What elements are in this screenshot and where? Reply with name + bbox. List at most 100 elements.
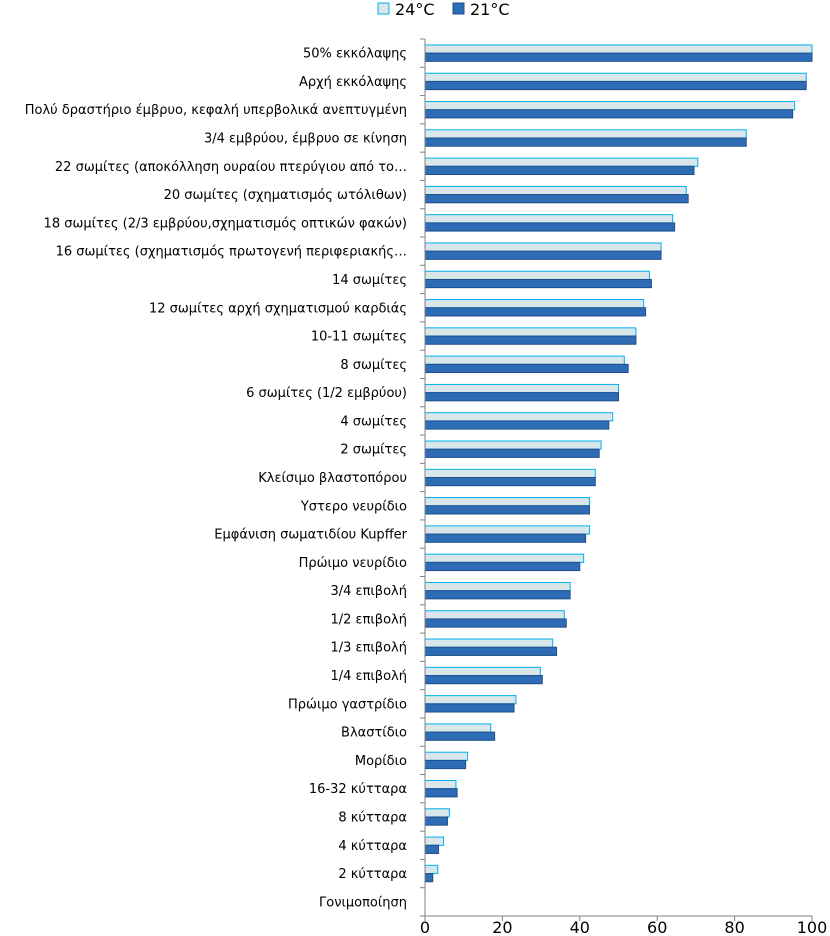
legend-swatch-24c [377, 2, 390, 15]
category-label: Κλείσιμο βλαστοπόρου [258, 471, 407, 486]
category-label: Πρώιμο νευρίδιο [299, 556, 407, 571]
category-label: Γονιμοποίηση [319, 895, 407, 910]
bar-21c [424, 675, 543, 685]
legend-label-24c: 24°C [395, 0, 435, 19]
bar-24c [424, 610, 565, 620]
bar-24c [424, 666, 541, 677]
category-label: 16 σωμίτες (σχηματισμός πρωτογενή περιφε… [56, 245, 407, 260]
category-label: 1/3 επιβολή [331, 641, 408, 656]
category-label: Υστερο νευρίδιο [300, 499, 407, 514]
bar-21c [424, 222, 676, 232]
bar-21c [424, 363, 629, 374]
category-label: Πολύ δραστήριο έμβρυο, κεφαλή υπερβολικά… [25, 103, 407, 118]
bar-24c [424, 497, 590, 507]
bar-24c [424, 72, 807, 82]
bar-24c [424, 468, 596, 478]
bar-24c [424, 864, 439, 875]
bar-24c [424, 581, 571, 592]
category-label: 6 σωμίτες (1/2 εμβρύου) [246, 386, 407, 401]
bar-21c [424, 307, 647, 317]
bar-21c [424, 590, 571, 600]
bar-21c [424, 278, 652, 289]
bar-21c [424, 788, 458, 798]
category-label: 1/2 επιβολή [331, 612, 408, 627]
category-label: 12 σωμίτες αρχή σχηματισμού καρδιάς [149, 301, 407, 316]
axes: 0 20 40 60 80 100 [420, 38, 828, 936]
bar-21c [424, 392, 619, 402]
category-label: 22 σωμίτες (αποκόλληση ουραίου πτερύγιου… [55, 160, 407, 175]
bar-24c [424, 383, 619, 394]
bar-24c [424, 553, 585, 563]
bar-21c [424, 250, 662, 260]
bar-21c [424, 335, 637, 345]
bar-21c [424, 80, 807, 91]
bar-21c [424, 844, 440, 854]
bar-24c [424, 412, 614, 422]
bar-21c [424, 873, 434, 883]
bar-24c [424, 638, 554, 648]
bar-21c [424, 477, 596, 487]
category-label: Μορίδιο [355, 754, 407, 769]
bars-group [424, 44, 813, 883]
category-label: 8 κύτταρα [338, 810, 407, 825]
category-labels: 50% εκκόλαψης Αρχή εκκόλαψης Πολύ δραστήρι… [25, 47, 408, 911]
category-label: 3/4 εμβρύου, έμβρυο σε κίνηση [204, 132, 407, 147]
bar-21c [424, 137, 747, 147]
category-label: Αρχή εκκόλαψης [299, 75, 407, 90]
bar-21c [424, 52, 813, 62]
bar-24c [424, 214, 674, 224]
x-tick-label: 20 [492, 918, 512, 936]
bar-24c [424, 355, 625, 365]
legend-swatch-21c [452, 2, 465, 15]
bar-21c [424, 194, 689, 204]
bar-24c [424, 779, 457, 790]
bar-24c [424, 129, 747, 139]
bar-24c [424, 242, 662, 252]
bar-21c [424, 759, 467, 770]
x-tick-label: 100 [797, 918, 828, 936]
bar-21c [424, 646, 558, 656]
bar-24c [424, 101, 796, 111]
bar-21c [424, 731, 496, 741]
bar-21c [424, 448, 600, 458]
bar-21c [424, 561, 581, 572]
bar-24c [424, 525, 590, 535]
bar-24c [424, 185, 687, 196]
bar-21c [424, 533, 587, 543]
category-label: 16-32 κύτταρα [309, 782, 407, 797]
category-label: 18 σωμίτες (2/3 εμβρύου,σχηματισμός οπτι… [44, 216, 407, 231]
legend: 24°C 21°C [377, 0, 510, 19]
category-label: 50% εκκόλαψης [303, 47, 407, 62]
bar-24c [424, 327, 637, 337]
bar-21c [424, 505, 590, 515]
category-label: Εμφάνιση σωματιδίου Kupffer [214, 528, 407, 543]
x-tick-label: 60 [647, 918, 667, 936]
bar-24c [424, 751, 469, 761]
bar-21c [424, 165, 695, 176]
bar-24c [424, 440, 602, 450]
x-tick-label: 40 [570, 918, 590, 936]
bar-21c [424, 816, 448, 826]
category-label: 2 κύτταρα [338, 867, 407, 882]
category-label: Βλαστίδιο [341, 726, 407, 741]
bar-24c [424, 808, 450, 818]
bar-24c [424, 695, 517, 705]
category-label: 4 κύτταρα [338, 839, 407, 854]
x-tick-label: 0 [420, 918, 430, 936]
bar-24c [424, 299, 645, 309]
bar-24c [424, 723, 492, 733]
category-label: 10-11 σωμίτες [311, 330, 407, 345]
bar-21c [424, 420, 610, 430]
bar-24c [424, 44, 813, 54]
bar-24c [424, 270, 650, 280]
x-tick-label: 80 [724, 918, 744, 936]
bar-21c [424, 109, 794, 119]
category-label: 3/4 επιβολή [331, 584, 408, 599]
bar-24c [424, 157, 699, 167]
category-label: 4 σωμίτες [340, 414, 407, 429]
category-label: 14 σωμίτες [332, 273, 407, 288]
bar-21c [424, 618, 567, 628]
legend-label-21c: 21°C [470, 0, 510, 19]
category-label: 8 σωμίτες [340, 358, 407, 373]
